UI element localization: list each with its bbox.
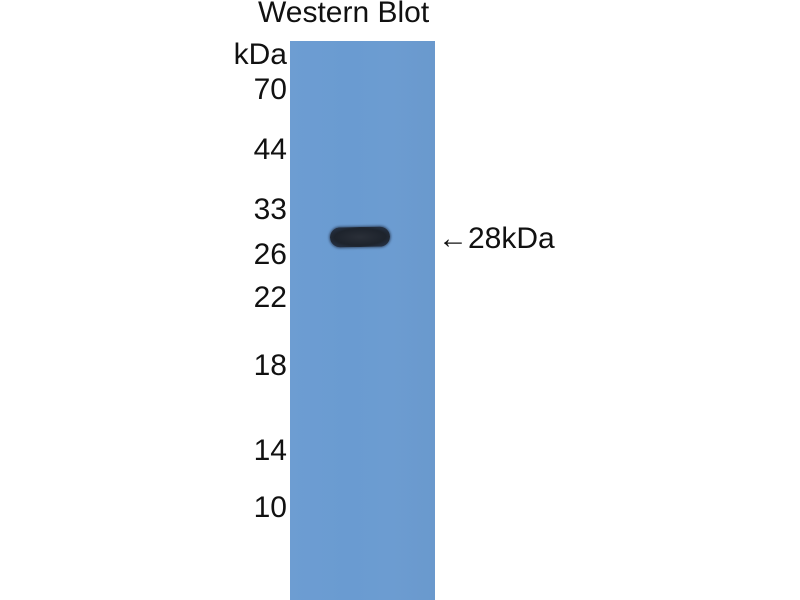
marker-33: 33	[253, 193, 287, 226]
marker-70: 70	[253, 73, 287, 106]
figure-title: Western Blot	[258, 0, 430, 29]
unit-label: kDa	[233, 38, 287, 71]
marker-44: 44	[253, 133, 287, 166]
band-annotation: ←28kDa	[438, 222, 555, 255]
marker-10: 10	[253, 491, 287, 524]
marker-22: 22	[253, 281, 287, 314]
blot-lane	[290, 41, 435, 600]
marker-26: 26	[253, 238, 287, 271]
marker-14: 14	[253, 434, 287, 467]
protein-band	[329, 226, 391, 248]
marker-18: 18	[253, 349, 287, 382]
